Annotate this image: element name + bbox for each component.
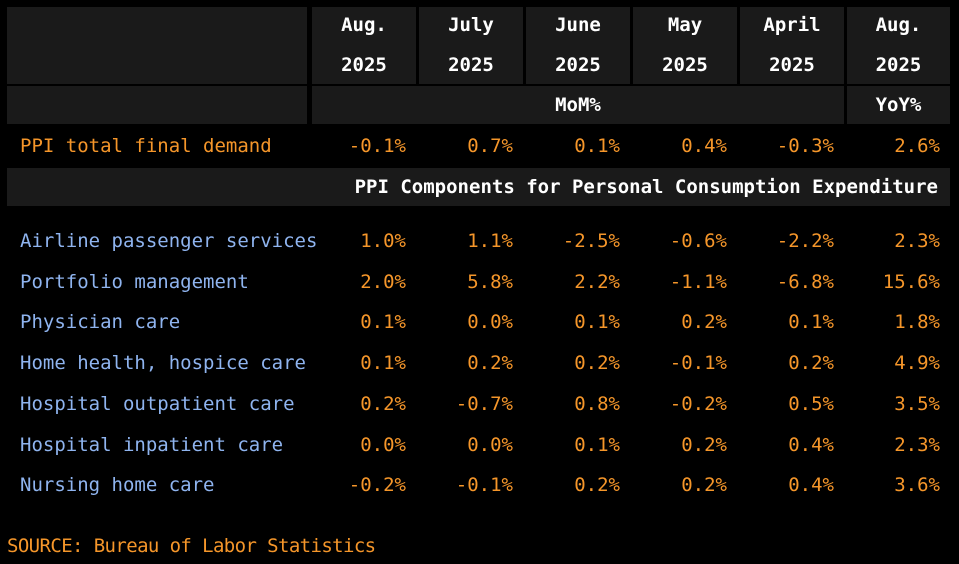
component-row-value: 0.4% <box>788 434 834 456</box>
component-row-value: 0.2% <box>681 311 727 333</box>
component-row-value: -0.7% <box>455 393 513 415</box>
header-bg-label <box>7 7 307 84</box>
column-header-month: May <box>667 14 703 36</box>
component-row-value: 0.2% <box>574 474 620 496</box>
component-row-value: 0.2% <box>360 393 406 415</box>
column-header-month: April <box>763 14 821 36</box>
component-row-value: 0.2% <box>467 352 513 374</box>
component-row-value: -6.8% <box>776 271 834 293</box>
source-note: SOURCE: Bureau of Labor Statistics <box>7 535 376 557</box>
component-row-value: 0.2% <box>681 434 727 456</box>
component-row-label: Physician care <box>20 311 181 333</box>
component-row-label: Hospital inpatient care <box>20 434 284 456</box>
component-row-value: 0.1% <box>574 311 620 333</box>
component-row-value: 0.1% <box>574 434 620 456</box>
column-header-year: 2025 <box>555 54 601 76</box>
component-row-value: 0.2% <box>681 474 727 496</box>
component-row-value: -0.6% <box>669 230 727 252</box>
total-row-value: 0.1% <box>574 135 620 157</box>
component-row-value: 0.0% <box>467 311 513 333</box>
component-row-value: -2.2% <box>776 230 834 252</box>
component-row-value: -0.1% <box>455 474 513 496</box>
components-band <box>7 168 950 206</box>
component-row-value: 15.6% <box>882 271 940 293</box>
component-row-value: 0.4% <box>788 474 834 496</box>
column-header-bg <box>847 7 950 84</box>
mom-group-bg <box>312 86 844 124</box>
component-row-value: 1.0% <box>360 230 406 252</box>
component-row-value: 2.0% <box>360 271 406 293</box>
component-row-label: Home health, hospice care <box>20 352 306 374</box>
column-header-year: 2025 <box>662 54 708 76</box>
yoy-group-label: YoY% <box>875 94 922 116</box>
total-row-value: -0.1% <box>348 135 406 157</box>
component-row-value: 0.8% <box>574 393 620 415</box>
component-row-value: 0.1% <box>788 311 834 333</box>
component-row-value: 3.5% <box>894 393 940 415</box>
column-header-bg <box>419 7 523 84</box>
component-row-value: -0.2% <box>669 393 727 415</box>
column-header-year: 2025 <box>448 54 494 76</box>
column-header-year: 2025 <box>769 54 815 76</box>
column-header-month: Aug. <box>875 14 922 36</box>
component-row-value: -1.1% <box>669 271 727 293</box>
component-row-value: 1.8% <box>894 311 940 333</box>
component-row-value: -0.1% <box>669 352 727 374</box>
component-row-value: -2.5% <box>562 230 620 252</box>
component-row-value: 1.1% <box>467 230 513 252</box>
component-row-value: -0.2% <box>348 474 406 496</box>
component-row-label: Airline passenger services <box>20 230 318 252</box>
component-row-value: 0.0% <box>360 434 406 456</box>
column-header-month: Aug. <box>341 14 387 36</box>
component-row-value: 5.8% <box>467 271 513 293</box>
column-header-month: June <box>555 14 601 36</box>
component-row-value: 0.0% <box>467 434 513 456</box>
component-row-value: 4.9% <box>894 352 940 374</box>
component-row-value: 2.3% <box>894 434 940 456</box>
component-row-value: 2.3% <box>894 230 940 252</box>
component-row-value: 0.1% <box>360 311 406 333</box>
component-row-value: 0.1% <box>360 352 406 374</box>
group-bg-label <box>7 86 307 124</box>
total-row-value: 0.7% <box>467 135 513 157</box>
column-header-bg <box>526 7 630 84</box>
component-row-value: 3.6% <box>894 474 940 496</box>
column-header-bg <box>312 7 416 84</box>
column-header-month: July <box>448 14 494 36</box>
total-row-value: 0.4% <box>681 135 727 157</box>
component-row-value: 0.2% <box>788 352 834 374</box>
components-title: PPI Components for Personal Consumption … <box>354 176 938 198</box>
column-header-bg <box>740 7 844 84</box>
component-row-value: 0.5% <box>788 393 834 415</box>
column-header-year: 2025 <box>875 54 922 76</box>
total-row-value: -0.3% <box>776 135 834 157</box>
component-row-label: Hospital outpatient care <box>20 393 295 415</box>
column-header-bg <box>633 7 737 84</box>
column-header-year: 2025 <box>341 54 387 76</box>
component-row-value: 0.2% <box>574 352 620 374</box>
component-row-label: Nursing home care <box>20 474 215 496</box>
total-row-value: 2.6% <box>894 135 940 157</box>
yoy-group-bg <box>847 86 950 124</box>
component-row-label: Portfolio management <box>20 271 249 293</box>
mom-group-label: MoM% <box>555 94 601 116</box>
total-row-label: PPI total final demand <box>20 135 272 157</box>
component-row-value: 2.2% <box>574 271 620 293</box>
